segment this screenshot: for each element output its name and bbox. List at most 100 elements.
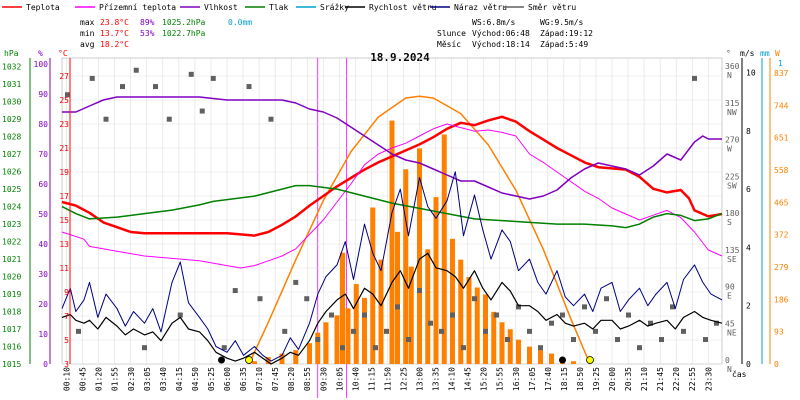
time-tick-label-30: 17:40 — [544, 367, 553, 391]
dir-unit: ° — [726, 49, 731, 58]
wind-dir-point-51 — [648, 320, 653, 326]
axes: 00:10 00:45 01:20 01:55 02:30 03:05 03:40 04:15… — [2, 58, 789, 391]
wind-tick-4: 8 — [746, 127, 751, 136]
legend-label-humidity: Vlhkost — [204, 3, 238, 12]
press-tick-15: 1030 — [2, 98, 21, 107]
time-tick-label-10: 06:00 — [223, 367, 232, 391]
wind-dir-point-40 — [527, 328, 532, 334]
hum-tick-9: 90 — [38, 90, 48, 99]
temp-tick-3: 9 — [64, 288, 69, 297]
temp-tick-0: 3 — [64, 360, 69, 369]
wind-dir-point-44 — [571, 337, 576, 343]
solar-bar-13 — [378, 259, 384, 364]
rain-top-tick: 1 — [778, 59, 783, 68]
wind-dir-point-21 — [315, 337, 321, 343]
solar-unit: W — [775, 49, 780, 58]
time-tick-label-20: 11:50 — [383, 367, 392, 391]
hum-tick-3: 30 — [38, 270, 48, 279]
info-sun-set: Západ:19:12 — [540, 29, 593, 38]
legend-label-temp: Teplota — [26, 3, 60, 12]
temp-tick-7: 17 — [59, 192, 69, 201]
time-tick-label-19: 11:15 — [367, 367, 376, 391]
hum-unit: % — [38, 49, 43, 58]
time-tick-label-27: 15:55 — [496, 367, 505, 391]
dir-tick-name-0: N — [727, 365, 732, 374]
temp-tick-2: 7 — [64, 312, 69, 321]
press-tick-0: 1015 — [2, 360, 21, 369]
time-tick-label-8: 04:50 — [191, 367, 200, 391]
solar-bar-29 — [507, 329, 513, 364]
time-tick-label-1: 00:45 — [79, 367, 88, 391]
solar-tick-8: 744 — [774, 101, 789, 110]
wind-dir-point-35 — [472, 296, 477, 302]
press-tick-14: 1029 — [2, 115, 21, 124]
solar-tick-4: 372 — [774, 231, 789, 240]
press-tick-3: 1018 — [2, 308, 21, 317]
stats-max-label: max — [80, 18, 95, 27]
hum-tick-5: 50 — [38, 210, 48, 219]
time-tick-label-6: 03:40 — [159, 367, 168, 391]
wind-dir-point-41 — [538, 345, 543, 351]
time-tick-label-15: 08:55 — [303, 367, 312, 391]
time-tick-label-38: 22:20 — [672, 367, 681, 391]
info-wind-speed: WS:6.8m/s — [472, 18, 516, 27]
wind-dir-point-42 — [549, 320, 554, 326]
stats-max-hum: 89% — [140, 18, 155, 27]
legend-label-wind-dir: Směr větru — [528, 3, 576, 12]
legend-label-pressure: Tlak — [269, 3, 288, 12]
press-tick-8: 1023 — [2, 220, 21, 229]
wind-dir-point-10 — [188, 71, 194, 77]
wind-tick-2: 4 — [746, 243, 751, 252]
series-line-2 — [62, 96, 722, 200]
solar-radiation — [248, 95, 591, 365]
solar-bar-33 — [549, 353, 554, 364]
time-tick-label-7: 04:15 — [175, 367, 184, 391]
solar-tick-0: 0 — [774, 360, 779, 369]
wind-tick-3: 6 — [746, 185, 751, 194]
hum-tick-1: 10 — [38, 330, 48, 339]
wind-unit: m/s — [740, 49, 755, 58]
wind-dir-point-22 — [329, 312, 334, 318]
wind-tick-1: 2 — [746, 302, 751, 311]
press-tick-5: 1020 — [2, 273, 21, 282]
wind-dir-point-13 — [221, 345, 227, 351]
wind-dir-point-18 — [282, 328, 288, 334]
wind-dir-point-36 — [483, 328, 488, 334]
wind-dir-point-38 — [505, 337, 510, 343]
temp-tick-6: 15 — [59, 216, 69, 225]
time-tick-label-37: 21:45 — [656, 367, 665, 391]
time-tick-label-24: 14:10 — [448, 367, 457, 391]
time-tick-label-2: 01:20 — [95, 367, 104, 391]
press-tick-2: 1017 — [2, 325, 21, 334]
time-tick-label-40: 23:30 — [704, 367, 713, 391]
solar-bar-7 — [334, 315, 340, 364]
stats-max-press: 1025.2hPa — [162, 18, 206, 27]
wind-dir-point-28 — [395, 304, 400, 310]
dir-tick-name-7: NW — [727, 108, 737, 117]
wind-dir-point-2 — [89, 75, 95, 81]
stats-min-temp: 13.7°C — [100, 29, 129, 38]
dir-tick-name-3: SE — [727, 255, 737, 264]
temp-tick-12: 27 — [59, 72, 69, 81]
wind-dir-point-33 — [450, 312, 455, 318]
sun-marker-1 — [586, 356, 594, 364]
solar-bar-11 — [362, 297, 367, 364]
solar-bar-31 — [527, 346, 532, 364]
x-axis-label: čas — [732, 369, 747, 379]
sun-moon-markers — [218, 356, 594, 364]
wind-dir-point-15 — [246, 84, 252, 90]
wind-dir-point-39 — [516, 304, 521, 310]
hum-tick-7: 70 — [38, 150, 48, 159]
time-tick-label-11: 06:35 — [239, 367, 248, 391]
temp-tick-5: 13 — [59, 240, 69, 249]
solar-bar-6 — [323, 322, 329, 364]
solar-tick-2: 186 — [774, 295, 789, 304]
wind-dir-point-24 — [351, 328, 356, 334]
wind-dir-point-46 — [593, 328, 598, 334]
time-tick-label-26: 15:20 — [480, 367, 489, 391]
moon-marker-0 — [218, 356, 225, 364]
solar-bar-16 — [403, 169, 409, 364]
solar-bar-9 — [345, 308, 351, 364]
info-moon-set: Západ:5:49 — [540, 40, 588, 49]
